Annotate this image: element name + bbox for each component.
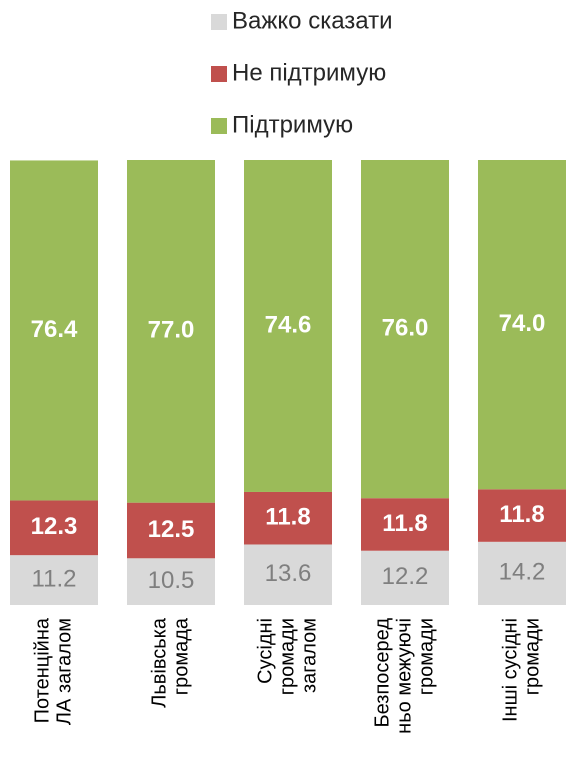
value-label: 10.5 <box>148 567 195 594</box>
value-label: 11.8 <box>265 504 310 531</box>
value-label: 14.2 <box>499 559 546 586</box>
legend-swatch <box>211 14 227 30</box>
value-label: 12.3 <box>31 513 78 540</box>
bar-segment <box>361 550 449 605</box>
value-label: 11.2 <box>32 565 77 592</box>
x-tick-label: загалом <box>298 618 320 693</box>
bar-segment <box>10 500 98 556</box>
bar-segment <box>127 502 215 559</box>
value-label: 11.8 <box>382 510 427 537</box>
x-tick-label: ЛА загалом <box>53 618 75 725</box>
bar-segment <box>244 491 332 545</box>
value-label: 12.5 <box>148 516 195 543</box>
value-label: 13.6 <box>265 560 312 587</box>
bar-segment <box>361 160 449 499</box>
bar-segment <box>244 544 332 605</box>
bar-segment <box>478 489 566 542</box>
bar-segment <box>244 160 332 492</box>
x-tick-label: ньо межуючі <box>393 618 415 734</box>
bar-segment <box>10 160 98 501</box>
value-label: 74.6 <box>265 311 312 338</box>
bar-segment <box>10 555 98 605</box>
x-tick-label: громади <box>415 618 437 695</box>
legend-label: Не підтримую <box>232 59 386 86</box>
legend-label: Підтримую <box>232 111 353 138</box>
x-tick-label: Безпосеред <box>371 618 393 728</box>
legend-swatch <box>211 118 227 134</box>
bar-segment <box>127 160 215 503</box>
legend-label: Важко сказати <box>232 7 393 34</box>
x-tick-label: Потенційна <box>31 617 53 723</box>
bar-segment <box>361 498 449 551</box>
x-tick-label: Сусідні <box>254 618 276 684</box>
x-tick-label: громади <box>276 618 298 695</box>
x-tick-label: Інші сусідні <box>499 618 521 722</box>
x-tick-label: Львівська <box>148 617 170 708</box>
value-label: 77.0 <box>148 317 195 344</box>
bar-segment <box>127 558 215 605</box>
value-label: 74.0 <box>499 310 546 337</box>
x-tick-label: громади <box>521 618 543 695</box>
value-label: 76.4 <box>31 316 78 343</box>
bar-segment <box>478 160 566 490</box>
value-label: 76.0 <box>382 314 429 341</box>
value-label: 11.8 <box>499 501 544 528</box>
x-tick-label: громада <box>170 617 192 695</box>
value-label: 12.2 <box>382 563 429 590</box>
bar-segment <box>478 541 566 605</box>
legend-swatch <box>211 66 227 82</box>
